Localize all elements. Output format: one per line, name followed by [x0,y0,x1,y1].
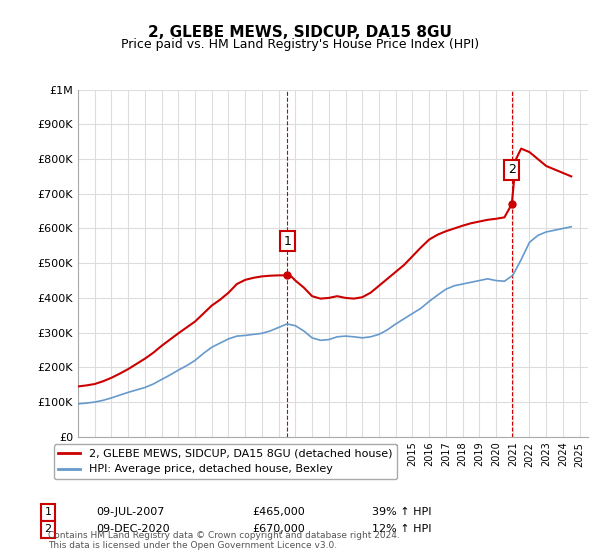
Text: 09-JUL-2007: 09-JUL-2007 [96,507,164,517]
Text: Contains HM Land Registry data © Crown copyright and database right 2024.
This d: Contains HM Land Registry data © Crown c… [48,530,400,550]
Text: 2: 2 [44,524,52,534]
Text: 2, GLEBE MEWS, SIDCUP, DA15 8GU: 2, GLEBE MEWS, SIDCUP, DA15 8GU [148,25,452,40]
Text: 12% ↑ HPI: 12% ↑ HPI [372,524,431,534]
Legend: 2, GLEBE MEWS, SIDCUP, DA15 8GU (detached house), HPI: Average price, detached h: 2, GLEBE MEWS, SIDCUP, DA15 8GU (detache… [53,445,397,479]
Text: 1: 1 [44,507,52,517]
Text: 2: 2 [508,164,515,176]
Text: 09-DEC-2020: 09-DEC-2020 [96,524,170,534]
Text: Price paid vs. HM Land Registry's House Price Index (HPI): Price paid vs. HM Land Registry's House … [121,38,479,51]
Text: £465,000: £465,000 [252,507,305,517]
Text: 1: 1 [283,235,291,248]
Text: 39% ↑ HPI: 39% ↑ HPI [372,507,431,517]
Text: £670,000: £670,000 [252,524,305,534]
